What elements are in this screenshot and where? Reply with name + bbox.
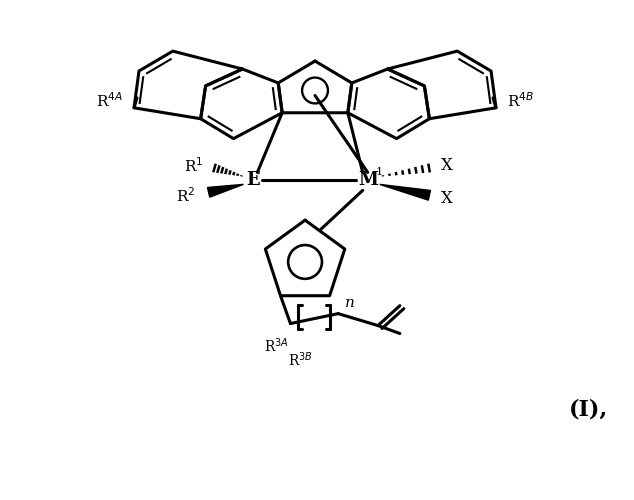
Text: (I),: (I), [569,398,608,420]
Text: R$^{3A}$: R$^{3A}$ [264,336,289,354]
Text: R$^{2}$: R$^{2}$ [176,186,195,204]
Text: X: X [441,157,453,174]
Text: n: n [345,296,355,310]
Text: R$^{4B}$: R$^{4B}$ [507,92,534,110]
Polygon shape [380,184,430,200]
Text: 1: 1 [376,168,383,177]
Text: M: M [359,172,378,190]
Text: X: X [441,190,453,207]
Text: R$^{3B}$: R$^{3B}$ [288,350,313,368]
Text: R$^{1}$: R$^{1}$ [184,156,204,175]
Text: R$^{4A}$: R$^{4A}$ [96,92,122,110]
Polygon shape [207,184,243,197]
Text: E: E [247,172,260,190]
